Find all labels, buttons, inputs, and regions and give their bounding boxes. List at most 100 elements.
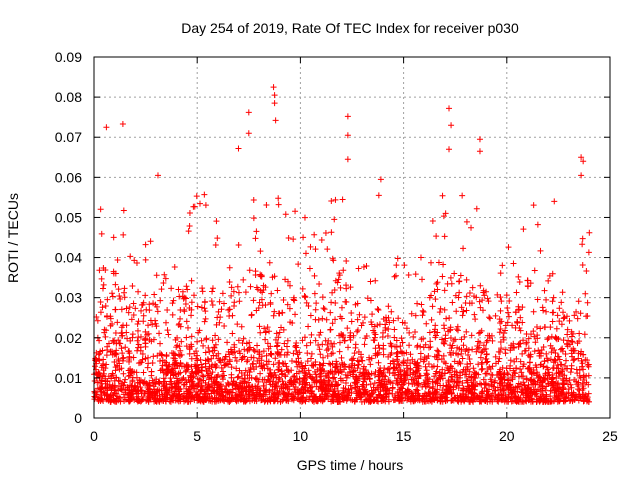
data-point bbox=[137, 387, 144, 394]
data-point bbox=[238, 392, 245, 399]
data-point bbox=[355, 265, 362, 272]
data-point bbox=[343, 397, 350, 404]
data-point bbox=[511, 393, 518, 400]
data-point bbox=[214, 314, 221, 321]
data-point bbox=[158, 286, 165, 293]
data-point bbox=[273, 330, 280, 337]
data-point bbox=[276, 363, 283, 370]
data-point bbox=[344, 325, 351, 332]
data-point bbox=[128, 316, 135, 323]
data-point bbox=[98, 364, 105, 371]
data-point bbox=[376, 373, 383, 380]
data-point bbox=[105, 340, 112, 347]
data-point bbox=[311, 272, 318, 279]
data-point bbox=[350, 368, 357, 375]
data-point bbox=[114, 362, 121, 369]
data-point bbox=[233, 365, 240, 372]
data-point bbox=[579, 386, 586, 393]
data-point bbox=[99, 304, 106, 311]
data-point bbox=[523, 340, 530, 347]
data-point bbox=[544, 380, 551, 387]
data-point bbox=[445, 367, 452, 374]
data-point bbox=[486, 314, 493, 321]
data-point bbox=[296, 375, 303, 382]
data-point bbox=[337, 339, 344, 346]
data-point bbox=[414, 344, 421, 351]
data-point bbox=[479, 297, 486, 304]
data-point bbox=[181, 308, 188, 315]
data-point bbox=[576, 366, 583, 373]
data-point bbox=[237, 379, 244, 386]
data-point bbox=[269, 386, 276, 393]
data-point bbox=[549, 318, 556, 325]
data-point bbox=[329, 343, 336, 350]
data-point bbox=[183, 364, 190, 371]
data-point bbox=[279, 309, 286, 316]
data-point bbox=[563, 390, 570, 397]
data-point bbox=[262, 336, 269, 343]
data-point bbox=[498, 374, 505, 381]
data-point bbox=[310, 396, 317, 403]
chart-title: Day 254 of 2019, Rate Of TEC Index for r… bbox=[181, 20, 519, 36]
data-point bbox=[502, 327, 509, 334]
data-point bbox=[564, 381, 571, 388]
data-point bbox=[216, 298, 223, 305]
data-point bbox=[342, 385, 349, 392]
data-point bbox=[261, 376, 268, 383]
data-point bbox=[229, 386, 236, 393]
data-point bbox=[322, 230, 329, 237]
data-point bbox=[313, 378, 320, 385]
data-point bbox=[449, 342, 456, 349]
data-point bbox=[463, 293, 470, 300]
data-point bbox=[169, 369, 176, 376]
data-point bbox=[202, 360, 209, 367]
data-point bbox=[544, 336, 551, 343]
data-point bbox=[367, 278, 374, 285]
data-point bbox=[505, 377, 512, 384]
data-point bbox=[311, 393, 318, 400]
data-point bbox=[538, 361, 545, 368]
data-point bbox=[302, 362, 309, 369]
data-point bbox=[344, 113, 351, 120]
data-point bbox=[431, 373, 438, 380]
data-point bbox=[219, 376, 226, 383]
data-point bbox=[135, 341, 142, 348]
data-point bbox=[409, 381, 416, 388]
y-tick-label: 0.05 bbox=[55, 209, 82, 225]
data-point bbox=[385, 325, 392, 332]
data-point bbox=[534, 221, 541, 228]
data-point bbox=[160, 375, 167, 382]
data-point bbox=[500, 336, 507, 343]
data-point bbox=[575, 355, 582, 362]
data-point bbox=[477, 304, 484, 311]
data-point bbox=[525, 345, 532, 352]
data-point bbox=[194, 303, 201, 310]
data-point bbox=[118, 345, 125, 352]
data-point bbox=[351, 379, 358, 386]
data-point bbox=[194, 391, 201, 398]
data-point bbox=[470, 293, 477, 300]
data-point bbox=[235, 242, 242, 249]
data-point bbox=[524, 282, 531, 289]
data-point bbox=[574, 381, 581, 388]
data-point bbox=[443, 315, 450, 322]
data-point bbox=[420, 309, 427, 316]
data-point bbox=[169, 397, 176, 404]
data-point bbox=[453, 350, 460, 357]
data-point bbox=[226, 395, 233, 402]
data-point bbox=[134, 347, 141, 354]
data-point bbox=[573, 378, 580, 385]
data-point bbox=[556, 305, 563, 312]
data-point bbox=[409, 390, 416, 397]
data-point bbox=[235, 289, 242, 296]
data-point bbox=[367, 297, 374, 304]
data-point bbox=[282, 276, 289, 283]
data-point bbox=[185, 392, 192, 399]
data-point bbox=[441, 358, 448, 365]
data-point bbox=[552, 350, 559, 357]
data-point bbox=[376, 377, 383, 384]
data-point bbox=[427, 344, 434, 351]
data-point bbox=[484, 295, 491, 302]
data-point bbox=[264, 340, 271, 347]
